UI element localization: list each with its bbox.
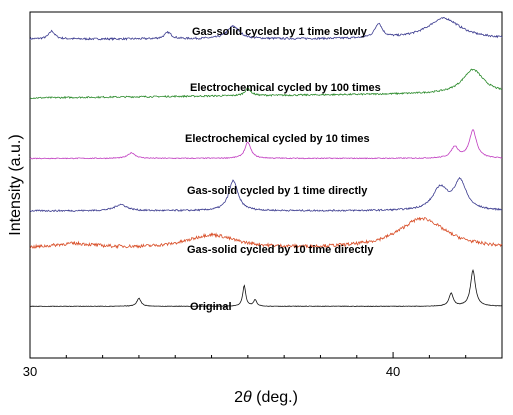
x-axis-label-suffix: (deg.) [252, 389, 298, 406]
series-line-2 [29, 129, 503, 160]
series-label: Gas-solid cycled by 1 time slowly [192, 26, 368, 38]
series-label-group: Gas-solid cycled by 1 time slowly Electr… [185, 26, 381, 313]
x-axis-label: 2θ (deg.) [234, 389, 298, 406]
series-line-1 [29, 68, 503, 100]
series-label: Gas-solid cycled by 10 time directly [187, 244, 374, 256]
x-axis-label-prefix: 2 [234, 389, 243, 406]
series-label: Gas-solid cycled by 1 time directly [187, 185, 368, 197]
series-line-0 [29, 16, 503, 41]
series-label: Electrochemical cycled by 10 times [185, 133, 370, 145]
series-group [29, 16, 503, 307]
series-label: Original [190, 301, 232, 313]
series-label: Electrochemical cycled by 100 times [190, 82, 381, 94]
x-tick-label: 30 [23, 364, 37, 379]
x-tick-group: 30 40 [23, 352, 503, 379]
x-tick-label: 40 [386, 364, 400, 379]
series-line-4 [29, 217, 503, 250]
series-line-5 [29, 269, 503, 307]
y-axis-label: Intensity (a.u.) [7, 134, 24, 235]
x-axis-label-symbol: θ [243, 389, 252, 406]
plot-frame [29, 11, 503, 359]
series-line-3 [29, 176, 503, 213]
